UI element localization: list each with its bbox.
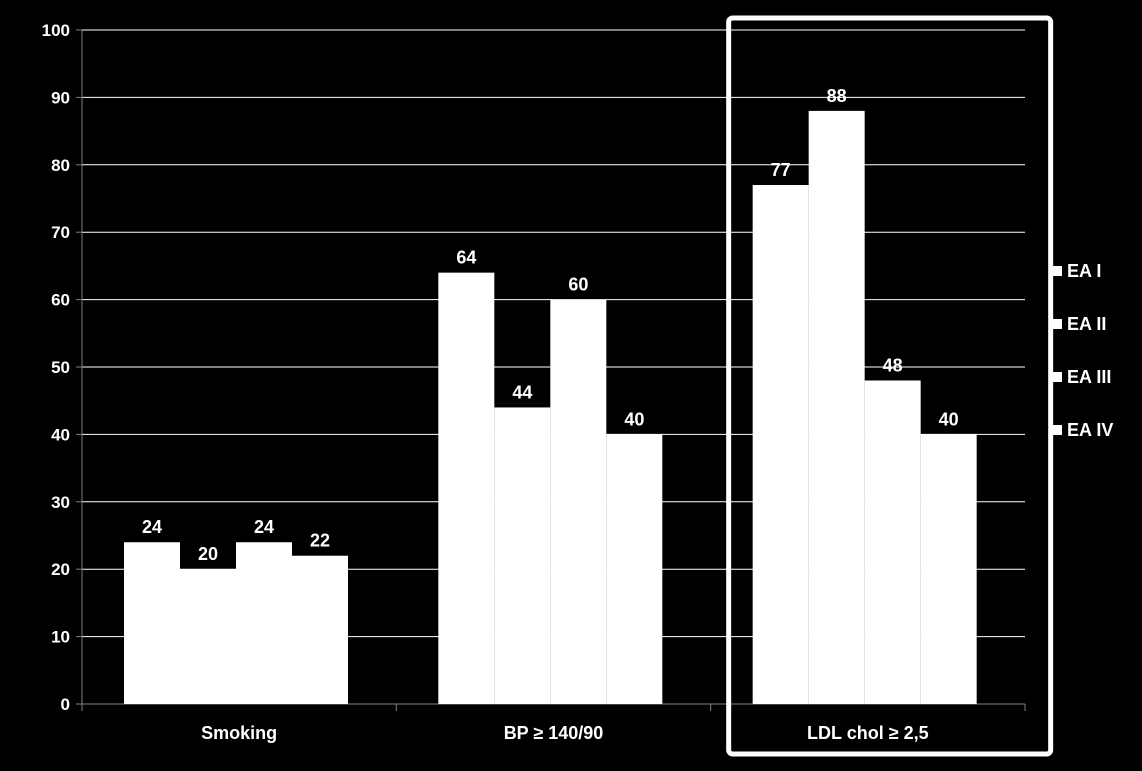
bar-ea-ii-0 (180, 569, 236, 704)
y-tick-label: 0 (61, 695, 70, 714)
bar-ea-i-2 (752, 185, 809, 704)
bar-ea-ii-1 (494, 407, 551, 704)
legend-label: EA IV (1067, 420, 1113, 440)
legend-label: EA III (1067, 367, 1111, 387)
x-category-label: LDL chol ≥ 2,5 (807, 723, 929, 743)
y-tick-label: 70 (51, 223, 70, 242)
bars (124, 110, 977, 704)
y-tick-label: 20 (51, 560, 70, 579)
category-labels: Smoking BP ≥ 140/90 LDL chol ≥ 2,5 (201, 723, 928, 743)
data-label: 40 (939, 409, 959, 429)
y-tick-label: 10 (51, 628, 70, 647)
y-tick-label: 60 (51, 291, 70, 310)
bar-ea-i-0 (124, 542, 180, 704)
axes: 0 10 20 30 40 50 60 70 80 90 100 (42, 21, 1026, 714)
bar-ea-iv-1 (606, 434, 663, 704)
data-label: 24 (254, 517, 274, 537)
y-tick-label: 40 (51, 425, 70, 444)
highlight-box-layer (726, 15, 1054, 757)
data-label: 88 (827, 86, 847, 106)
legend-swatch (1052, 319, 1062, 329)
legend-swatch (1052, 266, 1062, 276)
x-category-label: BP ≥ 140/90 (504, 723, 604, 743)
data-label: 22 (310, 531, 330, 551)
y-tick-label: 50 (51, 358, 70, 377)
data-labels: 24 20 24 22 64 44 60 40 77 88 48 40 (142, 86, 959, 564)
data-label: 24 (142, 517, 162, 537)
legend: EA I EA II EA III EA IV (1052, 261, 1113, 440)
bar-ea-i-1 (438, 272, 495, 704)
data-label: 48 (883, 355, 903, 375)
data-label: 44 (512, 382, 532, 402)
legend-label: EA II (1067, 314, 1106, 334)
bar-ea-ii-2 (808, 110, 865, 704)
legend-swatch (1052, 372, 1062, 382)
y-tick-label: 80 (51, 156, 70, 175)
bar-ea-iv-0 (292, 555, 348, 704)
data-label: 64 (456, 248, 476, 268)
bar-ea-iii-1 (550, 299, 607, 704)
data-label: 77 (771, 160, 791, 180)
x-category-label: Smoking (201, 723, 277, 743)
legend-label: EA I (1067, 261, 1101, 281)
y-tick-label: 30 (51, 493, 70, 512)
highlight-box (726, 15, 1054, 757)
bar-ea-iii-0 (236, 542, 292, 704)
bar-ea-iii-2 (864, 380, 921, 704)
y-tick-label: 100 (42, 21, 70, 40)
legend-swatch (1052, 425, 1062, 435)
y-tick-label: 90 (51, 88, 70, 107)
data-label: 20 (198, 544, 218, 564)
data-label: 40 (624, 409, 644, 429)
bar-ea-iv-2 (920, 434, 977, 704)
data-label: 60 (568, 275, 588, 295)
